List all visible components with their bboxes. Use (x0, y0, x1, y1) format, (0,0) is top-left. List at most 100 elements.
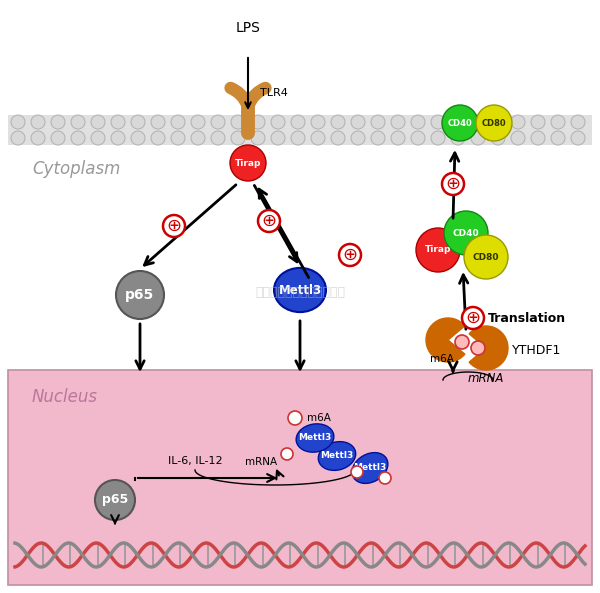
Circle shape (291, 115, 305, 129)
Circle shape (551, 131, 565, 145)
Circle shape (151, 131, 165, 145)
Text: CD40: CD40 (452, 228, 479, 238)
Circle shape (351, 131, 365, 145)
Ellipse shape (296, 424, 334, 452)
Circle shape (351, 115, 365, 129)
Circle shape (431, 131, 445, 145)
Circle shape (371, 115, 385, 129)
Bar (8, 115, 592, 145)
Circle shape (311, 131, 325, 145)
Circle shape (451, 131, 465, 145)
Circle shape (462, 307, 484, 329)
Text: CD40: CD40 (448, 119, 472, 127)
Circle shape (111, 131, 125, 145)
Text: CD80: CD80 (473, 253, 499, 262)
Circle shape (464, 235, 508, 279)
Circle shape (111, 115, 125, 129)
Circle shape (442, 105, 478, 141)
Text: ⊕: ⊕ (445, 175, 461, 193)
Circle shape (231, 115, 245, 129)
Circle shape (331, 131, 345, 145)
Circle shape (191, 115, 205, 129)
Circle shape (455, 335, 469, 349)
Text: p65: p65 (125, 288, 155, 302)
Circle shape (476, 105, 512, 141)
Circle shape (51, 115, 65, 129)
Circle shape (471, 115, 485, 129)
Circle shape (291, 131, 305, 145)
Text: YTHDF1: YTHDF1 (512, 343, 562, 356)
Circle shape (351, 466, 363, 478)
Circle shape (411, 115, 425, 129)
Circle shape (416, 228, 460, 272)
Circle shape (11, 115, 25, 129)
Circle shape (71, 115, 85, 129)
Text: p65: p65 (102, 493, 128, 506)
Text: IL-6, IL-12: IL-6, IL-12 (167, 456, 223, 466)
Text: Translation: Translation (488, 311, 566, 324)
Circle shape (571, 131, 585, 145)
Circle shape (211, 131, 225, 145)
Text: Mettl3: Mettl3 (353, 464, 386, 473)
Circle shape (491, 115, 505, 129)
Circle shape (271, 131, 285, 145)
Text: CD80: CD80 (482, 119, 506, 127)
Text: ⊕: ⊕ (166, 217, 182, 235)
Circle shape (451, 115, 465, 129)
Circle shape (31, 131, 45, 145)
Text: ⊕: ⊕ (466, 309, 481, 327)
Text: mRNA: mRNA (245, 457, 277, 467)
Text: LPS: LPS (236, 21, 260, 35)
Circle shape (231, 131, 245, 145)
Circle shape (471, 341, 485, 355)
Text: Tirap: Tirap (425, 246, 451, 254)
Text: ⊕: ⊕ (343, 246, 358, 264)
Wedge shape (469, 326, 508, 370)
Circle shape (11, 131, 25, 145)
Circle shape (271, 115, 285, 129)
Circle shape (171, 115, 185, 129)
Circle shape (379, 472, 391, 484)
Text: mRNA: mRNA (468, 372, 504, 385)
Circle shape (491, 131, 505, 145)
Text: m6A: m6A (430, 354, 454, 364)
Text: Mettl3: Mettl3 (298, 433, 332, 442)
Text: ⊕: ⊕ (262, 212, 277, 230)
Circle shape (339, 244, 361, 266)
Text: Cytoplasm: Cytoplasm (32, 160, 121, 178)
Circle shape (251, 115, 265, 129)
Circle shape (281, 448, 293, 460)
Circle shape (95, 480, 135, 520)
Circle shape (431, 115, 445, 129)
Ellipse shape (352, 452, 388, 483)
Circle shape (371, 131, 385, 145)
Circle shape (258, 210, 280, 232)
Circle shape (31, 115, 45, 129)
Text: 深圳于科生物科技有限公司: 深圳于科生物科技有限公司 (255, 285, 345, 298)
Wedge shape (426, 318, 465, 362)
Text: Tirap: Tirap (235, 158, 261, 167)
Circle shape (571, 115, 585, 129)
Circle shape (551, 115, 565, 129)
Circle shape (171, 131, 185, 145)
Circle shape (251, 131, 265, 145)
Bar (8, 370, 592, 585)
Circle shape (191, 131, 205, 145)
Circle shape (131, 131, 145, 145)
Circle shape (531, 115, 545, 129)
Text: Mettl3: Mettl3 (278, 283, 322, 296)
Circle shape (442, 173, 464, 195)
Text: m6A: m6A (307, 413, 331, 423)
Circle shape (151, 115, 165, 129)
Circle shape (51, 131, 65, 145)
Text: Nucleus: Nucleus (32, 388, 98, 406)
Circle shape (116, 271, 164, 319)
Circle shape (391, 131, 405, 145)
Circle shape (411, 131, 425, 145)
Circle shape (331, 115, 345, 129)
Circle shape (444, 211, 488, 255)
Circle shape (71, 131, 85, 145)
Ellipse shape (274, 268, 326, 312)
Circle shape (211, 115, 225, 129)
Circle shape (91, 131, 105, 145)
